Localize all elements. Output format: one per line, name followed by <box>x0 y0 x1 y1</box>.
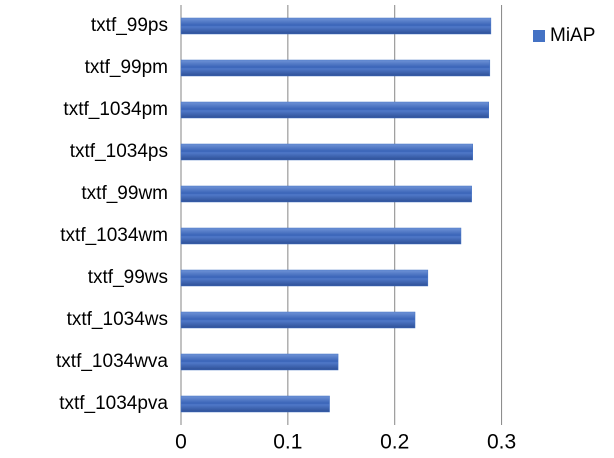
bar <box>180 59 491 77</box>
bar <box>180 101 489 119</box>
y-tick-label: txtf_99wm <box>81 183 168 204</box>
y-tick-label: txtf_1034pva <box>59 393 168 414</box>
y-tick-label: txtf_1034ps <box>70 141 168 162</box>
x-tick-label: 0.1 <box>273 431 302 454</box>
bar <box>180 353 339 371</box>
bar <box>180 227 462 245</box>
y-tick-label: txtf_99pm <box>85 57 168 78</box>
y-tick-label: txtf_99ws <box>88 267 168 288</box>
bar <box>180 17 492 35</box>
bar <box>180 185 472 203</box>
y-tick-label: txtf_1034ws <box>67 309 168 330</box>
bar <box>180 311 416 329</box>
legend-label: MiAP <box>550 25 595 46</box>
x-tick-label: 0.3 <box>487 431 516 454</box>
x-tick-label: 0 <box>175 431 187 454</box>
y-tick-label: txtf_1034wva <box>56 351 168 372</box>
y-tick-label: txtf_1034pm <box>63 99 168 120</box>
bar <box>180 269 429 287</box>
legend-swatch <box>533 30 545 42</box>
x-tick-label: 0.2 <box>380 431 409 454</box>
bar <box>180 395 330 413</box>
y-tick-label: txtf_1034wm <box>60 225 168 246</box>
y-tick-label: txtf_99ps <box>91 15 168 36</box>
bar <box>180 143 473 161</box>
